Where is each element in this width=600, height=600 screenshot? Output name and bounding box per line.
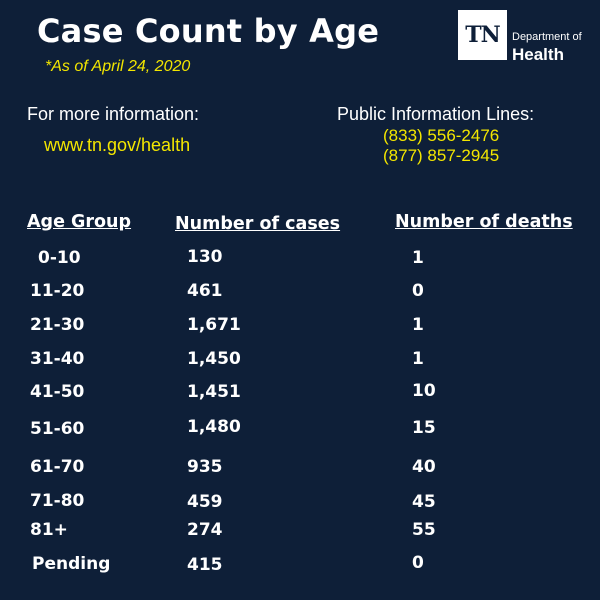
header-number-of-cases: Number of cases [175,214,341,234]
age-cell: 21-30 [30,315,85,335]
cases-cell: 935 [187,457,223,477]
phone-lines-label: Public Information Lines: [337,104,535,124]
cases-cell: 274 [187,520,223,540]
more-info-label: For more information: [27,104,200,124]
tn-logo-mark: TN [458,10,507,60]
age-cell: 41-50 [30,382,85,402]
cases-cell: 459 [187,492,223,512]
cases-cell: 1,671 [187,315,241,335]
deaths-cell: 0 [412,281,424,301]
age-cell: Pending [32,554,111,574]
deaths-cell: 0 [412,553,424,573]
deaths-cell: 1 [412,349,424,369]
page-title: Case Count by Age [37,12,380,50]
age-cell: 51-60 [30,419,85,439]
logo-department-text: Department of [512,31,582,43]
header-number-of-deaths: Number of deaths [395,212,573,232]
cases-cell: 461 [187,281,223,301]
cases-cell: 1,450 [187,349,241,369]
deaths-cell: 45 [412,492,436,512]
age-cell: 71-80 [30,491,85,511]
cases-cell: 415 [187,555,223,575]
deaths-cell: 1 [412,315,424,335]
phone-number-1[interactable]: (833) 556-2476 [383,126,500,145]
deaths-cell: 40 [412,457,436,477]
age-cell: 11-20 [30,281,85,301]
age-cell: 81+ [30,520,68,540]
deaths-cell: 55 [412,520,436,540]
age-cell: 0-10 [38,248,81,268]
as-of-date: *As of April 24, 2020 [45,58,191,75]
logo-health-text: Health [512,45,564,64]
age-cell: 31-40 [30,349,85,369]
website-link[interactable]: www.tn.gov/health [44,135,191,155]
deaths-cell: 1 [412,248,424,268]
cases-cell: 130 [187,247,223,267]
cases-cell: 1,451 [187,382,241,402]
header-age-group: Age Group [27,212,132,232]
cases-cell: 1,480 [187,417,241,437]
deaths-cell: 15 [412,418,436,438]
tn-health-logo: TN Department of Health [458,10,594,66]
age-cell: 61-70 [30,457,85,477]
phone-number-2[interactable]: (877) 857-2945 [383,146,500,165]
deaths-cell: 10 [412,381,436,401]
